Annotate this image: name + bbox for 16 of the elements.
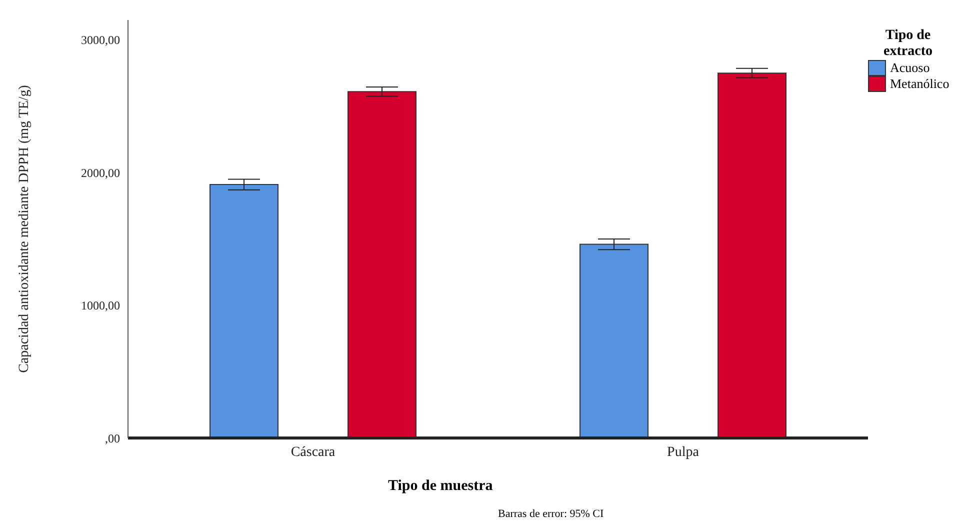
legend-title: Tipo de extracto	[882, 28, 934, 60]
legend-label: Acuoso	[890, 60, 930, 76]
bar	[210, 184, 278, 438]
y-tick-label: 1000,00	[81, 298, 120, 313]
x-tick-label: Pulpa	[667, 444, 700, 460]
x-axis-title: Tipo de muestra	[388, 478, 493, 495]
bar	[718, 72, 786, 438]
text: Barras de error: 95% CI	[498, 508, 604, 520]
y-tick-label: ,00	[105, 431, 120, 446]
bar	[348, 91, 416, 438]
bar	[580, 244, 648, 438]
x-tick-label: Cáscara	[290, 444, 336, 460]
y-axis-title: Capacidad antioxidante mediante DPPH (mg TE/g)	[16, 84, 32, 373]
y-tick-label: 2000,00	[81, 166, 120, 180]
y-tick-label: 3000,00	[81, 33, 120, 48]
legend-label: Metanólico	[890, 76, 950, 92]
